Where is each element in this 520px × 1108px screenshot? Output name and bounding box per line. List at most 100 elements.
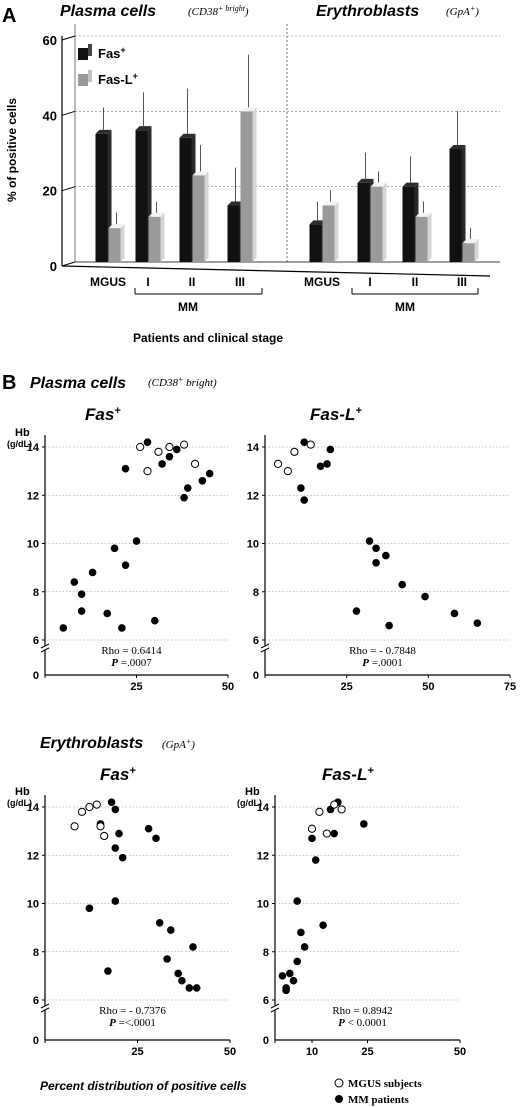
legend-mgus-label: MGUS subjects — [348, 1078, 422, 1090]
x-tick-label: 25 — [130, 681, 142, 693]
bar-front — [227, 205, 240, 262]
panel-a-ytick-mark — [61, 110, 76, 116]
scatter-title: Fas-L+ — [322, 765, 374, 784]
mm-point — [297, 484, 305, 492]
bar-front — [148, 216, 161, 262]
bar-front — [402, 186, 415, 262]
legend-mm-label: MM patients — [348, 1094, 410, 1106]
scatter-title-sup: + — [114, 405, 121, 417]
bar — [462, 227, 479, 262]
x-tick-label: 75 — [504, 681, 516, 693]
y-zero-label: 0 — [263, 1035, 269, 1047]
p-symbol: P — [338, 1017, 345, 1029]
panel-a-xtick-label: II — [189, 275, 196, 289]
bar-side — [334, 201, 339, 262]
rho-stat: Rho = 0.8942 — [332, 1005, 392, 1017]
panel-a-mm-label-left: MM — [178, 300, 198, 314]
mm-point — [382, 551, 390, 560]
mm-point — [330, 829, 339, 838]
mgus-point — [322, 829, 331, 838]
mm-point — [365, 537, 374, 545]
panel-a-ytick-mark — [61, 186, 76, 192]
panel-a-letter: A — [2, 5, 16, 27]
bar-top — [402, 182, 419, 187]
mm-point — [286, 969, 294, 978]
panel-a-ylabel: % of positive cells — [5, 98, 19, 202]
mm-point — [282, 986, 290, 995]
mgus-point — [315, 807, 324, 816]
y-tick-label: 10 — [257, 899, 269, 911]
mm-point — [88, 568, 97, 577]
panel-a-right-title: Erythroblasts — [316, 3, 419, 20]
mm-point — [167, 926, 175, 934]
mgus-point — [96, 822, 105, 831]
x-tick-label: 50 — [222, 681, 234, 693]
bar-front — [179, 137, 192, 262]
rho-stat: Rho = - 0.7848 — [349, 645, 416, 657]
bar — [192, 145, 209, 262]
mm-point — [180, 493, 188, 502]
bar-front — [370, 186, 383, 262]
bar — [370, 171, 387, 262]
y-tick-label: 12 — [257, 850, 269, 862]
mm-point — [289, 976, 298, 985]
mm-point — [278, 972, 287, 980]
x-tick-label: 50 — [454, 1046, 466, 1058]
scatter-title-sup: + — [129, 765, 136, 777]
panel-b-bottom-label: Percent distribution of positive cells — [40, 1079, 247, 1093]
panel-a-y-ticks: 0 20 40 60 — [43, 33, 76, 274]
y-tick-label: 12 — [27, 490, 39, 502]
scatter-B-ery-fas: Fas+ Hb(g/dL) 6 8 10 12 14 0 25 50 Rho = - 0.7376P… — [7, 765, 236, 1058]
axis-break — [40, 1003, 50, 1009]
mgus-point — [179, 440, 189, 449]
bar — [449, 111, 466, 262]
panel-b-letter: B — [2, 372, 16, 394]
x-tick-label: 25 — [361, 1046, 373, 1058]
hb-unit: (g/dL) — [7, 439, 32, 449]
y-tick-label: 8 — [33, 587, 39, 599]
axis-break — [40, 643, 50, 649]
bar-top — [148, 212, 165, 217]
scatter-title-main: Fas-L — [310, 405, 355, 424]
hb-label: Hb — [15, 786, 30, 798]
scatter-title-main: Fas-L — [322, 765, 367, 784]
p-symbol: P — [109, 1017, 116, 1029]
mm-point — [352, 607, 361, 615]
mm-point — [163, 955, 171, 963]
mm-point — [300, 496, 309, 504]
panel-a-xlabel: Patients and clinical stage — [133, 331, 283, 345]
hb-unit: (g/dL) — [7, 798, 32, 808]
bar-side — [120, 224, 125, 262]
bar-side — [382, 182, 387, 262]
y-tick-label: 12 — [247, 490, 259, 502]
mm-point — [111, 844, 120, 852]
mgus-point — [92, 800, 101, 809]
p-symbol: P — [111, 657, 118, 669]
bar-top — [108, 224, 125, 229]
mm-point — [205, 469, 214, 478]
y-tick-label: 6 — [33, 995, 39, 1007]
bar — [240, 54, 257, 262]
panel-b-plasma-subtitle: (CD38+ bright) — [148, 375, 217, 389]
mm-point — [111, 805, 120, 814]
y-zero-label: 0 — [33, 670, 39, 682]
mgus-point — [330, 800, 339, 809]
mm-point — [372, 544, 380, 553]
mm-point — [297, 928, 305, 937]
x-tick-label: 25 — [131, 1046, 143, 1058]
bar — [415, 201, 432, 262]
panel-a-ytick-label: 0 — [50, 259, 57, 274]
mm-point — [450, 609, 459, 618]
p-stat: P =<.0001 — [109, 1017, 156, 1029]
mgus-point — [85, 802, 94, 812]
scatter-B-ery-fasl: Fas-L+ Hb(g/dL) 6 8 10 12 14 0 10 25 50 Rho = 0.894… — [237, 765, 466, 1058]
mm-point — [59, 624, 68, 632]
bar-front — [462, 243, 475, 262]
mm-point — [111, 897, 120, 905]
bar-top — [135, 126, 152, 131]
mm-point — [360, 820, 368, 828]
panel-a-x-labels: MGUS I II III MGUS I II III — [90, 275, 467, 289]
legend-mgus-marker — [334, 1078, 344, 1088]
legend-mm-marker — [335, 1095, 343, 1103]
